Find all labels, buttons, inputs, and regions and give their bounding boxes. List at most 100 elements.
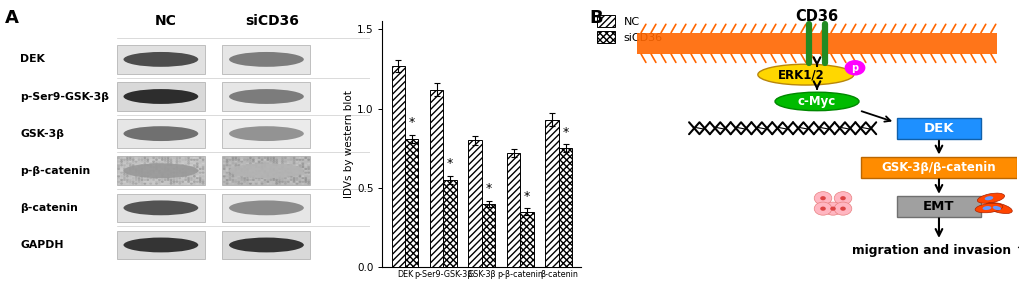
Circle shape	[249, 182, 252, 185]
Circle shape	[202, 175, 205, 177]
Circle shape	[181, 179, 184, 181]
Circle shape	[307, 162, 310, 165]
Circle shape	[175, 166, 178, 168]
Circle shape	[234, 161, 237, 163]
Bar	[117, 45, 205, 74]
Circle shape	[193, 177, 196, 179]
Circle shape	[252, 157, 255, 159]
Circle shape	[263, 169, 266, 172]
Circle shape	[117, 177, 120, 179]
Circle shape	[299, 182, 301, 185]
Circle shape	[304, 164, 307, 166]
Circle shape	[149, 162, 152, 165]
Circle shape	[190, 179, 193, 181]
Circle shape	[146, 173, 149, 176]
Circle shape	[283, 169, 286, 172]
Circle shape	[304, 168, 307, 170]
Circle shape	[166, 164, 169, 166]
Circle shape	[283, 173, 286, 176]
Circle shape	[120, 159, 123, 161]
Circle shape	[302, 159, 304, 161]
Circle shape	[169, 177, 172, 179]
Circle shape	[193, 166, 196, 168]
Circle shape	[225, 166, 228, 168]
Circle shape	[186, 181, 190, 183]
Circle shape	[292, 168, 296, 170]
Circle shape	[184, 157, 186, 159]
Circle shape	[237, 162, 239, 165]
Circle shape	[138, 169, 141, 172]
Circle shape	[172, 182, 175, 185]
Circle shape	[304, 161, 307, 163]
Circle shape	[131, 166, 135, 168]
Circle shape	[199, 162, 202, 165]
Circle shape	[272, 177, 275, 179]
Circle shape	[258, 161, 260, 163]
Circle shape	[246, 162, 249, 165]
Circle shape	[193, 169, 196, 172]
Circle shape	[175, 182, 178, 185]
Circle shape	[275, 164, 278, 166]
Circle shape	[181, 157, 184, 159]
Circle shape	[266, 182, 269, 185]
Circle shape	[186, 161, 190, 163]
Circle shape	[172, 177, 175, 179]
Ellipse shape	[983, 196, 993, 200]
Circle shape	[199, 159, 202, 161]
Circle shape	[126, 179, 128, 181]
Circle shape	[181, 168, 184, 170]
Circle shape	[296, 166, 299, 168]
Circle shape	[202, 157, 205, 159]
Circle shape	[307, 157, 310, 159]
Circle shape	[141, 175, 144, 177]
Circle shape	[155, 157, 158, 159]
Circle shape	[166, 159, 169, 161]
Circle shape	[149, 179, 152, 181]
Circle shape	[184, 171, 186, 174]
Circle shape	[152, 162, 155, 165]
Circle shape	[255, 157, 258, 159]
Circle shape	[225, 157, 228, 159]
Circle shape	[249, 168, 252, 170]
Circle shape	[196, 164, 199, 166]
Circle shape	[169, 173, 172, 176]
Circle shape	[135, 182, 138, 185]
Circle shape	[131, 168, 135, 170]
Circle shape	[283, 181, 286, 183]
Circle shape	[161, 159, 164, 161]
Circle shape	[296, 171, 299, 174]
Circle shape	[199, 179, 202, 181]
Circle shape	[123, 181, 125, 183]
Circle shape	[169, 157, 172, 159]
Circle shape	[281, 173, 283, 176]
Text: GSK-3β/β-catenin: GSK-3β/β-catenin	[880, 161, 996, 174]
Circle shape	[202, 177, 205, 179]
Circle shape	[166, 179, 169, 181]
Text: *: *	[446, 157, 452, 170]
Circle shape	[269, 182, 272, 185]
Circle shape	[131, 161, 135, 163]
Circle shape	[166, 177, 169, 179]
Circle shape	[240, 169, 243, 172]
Bar	[222, 45, 310, 74]
Circle shape	[252, 166, 255, 168]
Circle shape	[184, 168, 186, 170]
Circle shape	[289, 169, 292, 172]
Circle shape	[175, 161, 178, 163]
Circle shape	[117, 161, 120, 163]
Circle shape	[272, 164, 275, 166]
Circle shape	[155, 161, 158, 163]
Circle shape	[302, 169, 304, 172]
Circle shape	[169, 179, 172, 181]
Text: β-catenin: β-catenin	[20, 203, 77, 213]
Circle shape	[172, 179, 175, 181]
Circle shape	[199, 173, 202, 176]
Circle shape	[155, 181, 158, 183]
Circle shape	[243, 162, 246, 165]
Bar	[545, 120, 558, 267]
Ellipse shape	[981, 206, 990, 210]
Circle shape	[152, 171, 155, 174]
Circle shape	[255, 162, 258, 165]
Circle shape	[231, 168, 234, 170]
Circle shape	[175, 164, 178, 166]
